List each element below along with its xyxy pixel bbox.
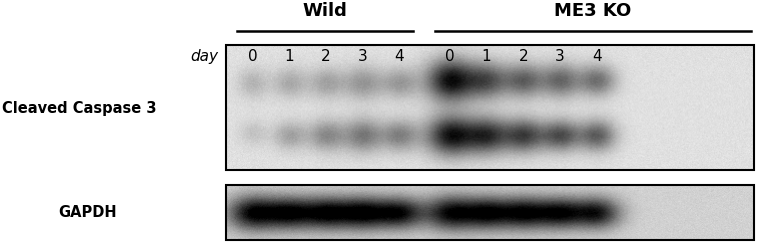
Text: 1: 1 xyxy=(285,49,294,64)
Text: Wild: Wild xyxy=(303,2,347,20)
Text: 2: 2 xyxy=(321,49,330,64)
Text: 3: 3 xyxy=(555,49,565,64)
Text: 3: 3 xyxy=(358,49,367,64)
Text: 4: 4 xyxy=(395,49,404,64)
Text: 2: 2 xyxy=(519,49,528,64)
Text: 4: 4 xyxy=(592,49,601,64)
Text: day: day xyxy=(190,49,218,64)
Text: Cleaved Caspase 3: Cleaved Caspase 3 xyxy=(2,101,156,116)
Bar xyxy=(226,185,754,240)
Text: 0: 0 xyxy=(445,49,454,64)
Bar xyxy=(226,45,754,170)
Text: 0: 0 xyxy=(248,49,257,64)
Text: 1: 1 xyxy=(482,49,491,64)
Text: GAPDH: GAPDH xyxy=(59,205,117,220)
Text: ME3 KO: ME3 KO xyxy=(555,2,631,20)
